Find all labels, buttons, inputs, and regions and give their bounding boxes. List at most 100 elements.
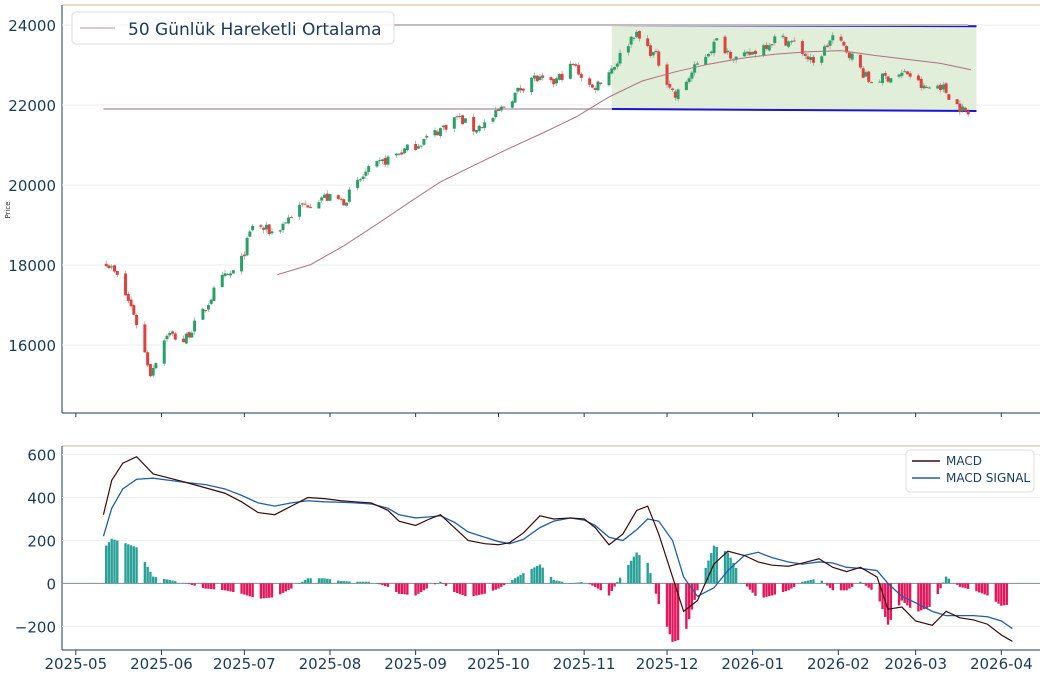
macd-lines	[102, 456, 1013, 642]
histogram-bar-negative	[384, 583, 387, 587]
candle-down	[107, 265, 111, 269]
histogram-bar-positive	[569, 583, 572, 584]
histogram-bar-negative	[790, 583, 793, 589]
histogram-bar-negative	[690, 583, 694, 610]
candle-up	[745, 51, 749, 54]
candle-up	[317, 202, 321, 209]
histogram-bar-positive	[182, 582, 185, 584]
histogram-bar-positive	[151, 576, 155, 584]
histogram-bar-positive	[820, 580, 823, 584]
histogram-bar-negative	[279, 583, 282, 595]
histogram-bar-positive	[580, 582, 583, 584]
candle-down	[963, 107, 967, 111]
histogram-bar-positive	[337, 580, 340, 584]
candle-down	[939, 84, 943, 90]
candle-up	[212, 287, 216, 301]
candle-down	[267, 224, 271, 235]
candle-up	[927, 87, 931, 89]
candle-down	[325, 193, 329, 201]
histogram-bar-positive	[715, 547, 718, 584]
histogram-bar-negative	[243, 583, 246, 595]
candle-down	[521, 88, 525, 91]
x-tick-label: 2025-07	[213, 655, 276, 673]
candle-down	[541, 75, 545, 78]
histogram-bar-negative	[773, 583, 776, 595]
candle-up	[165, 335, 169, 340]
candle-down	[599, 82, 603, 84]
histogram-bar-negative	[997, 583, 1000, 604]
moving-average-path	[277, 50, 972, 276]
candle-up	[284, 222, 288, 224]
candle-up	[494, 110, 498, 118]
histogram-bar-negative	[212, 583, 216, 590]
histogram-bar-negative	[386, 583, 390, 587]
histogram-bar-negative	[850, 583, 854, 587]
candle-down	[657, 51, 661, 66]
x-tick-label: 2026-04	[970, 655, 1033, 673]
candle-up	[474, 129, 478, 133]
histogram-bar-positive	[375, 583, 379, 584]
price-y-tick-label: 18000	[8, 257, 56, 275]
histogram-bar-negative	[419, 583, 423, 593]
candle-up	[298, 204, 302, 217]
histogram-bar-negative	[610, 583, 613, 591]
candle-up	[900, 72, 904, 76]
histogram-bar-positive	[168, 579, 171, 584]
candle-down	[665, 64, 669, 85]
candle-up	[154, 363, 158, 369]
histogram-bar-negative	[232, 583, 235, 593]
histogram-bar-negative	[259, 583, 263, 599]
candle-down	[182, 338, 186, 343]
histogram-bar-positive	[530, 568, 533, 584]
histogram-bar-negative	[994, 583, 997, 602]
price-y-axis-label: Price	[4, 201, 12, 218]
candle-down	[173, 333, 177, 340]
candle-down	[886, 76, 890, 82]
histogram-bar-negative	[422, 583, 426, 591]
histogram-bar-negative	[251, 583, 254, 598]
histogram-bar-negative	[588, 583, 591, 585]
price-legend: 50 Günlük Hareketli Ortalama	[71, 11, 395, 45]
histogram-bar-negative	[864, 583, 868, 586]
candle-up	[226, 273, 230, 275]
histogram-bar-positive	[555, 580, 558, 584]
histogram-bar-negative	[265, 583, 268, 599]
candle-down	[806, 56, 810, 60]
histogram-bar-negative	[594, 583, 597, 587]
histogram-bar-positive	[163, 578, 166, 584]
macd-legend: MACD MACD SIGNAL	[905, 449, 1035, 493]
histogram-bar-positive	[809, 579, 812, 584]
histogram-bar-positive	[171, 580, 174, 584]
candle-up	[693, 64, 697, 73]
macd-signal-legend-label: MACD SIGNAL	[946, 471, 1030, 485]
candle-up	[378, 160, 382, 162]
histogram-bar-negative	[966, 583, 970, 589]
histogram-bar-positive	[618, 577, 622, 584]
histogram-bar-positive	[105, 545, 108, 584]
histogram-bar-positive	[704, 567, 707, 584]
candle-up	[878, 81, 882, 83]
candle-up	[168, 332, 172, 336]
candle-up	[477, 125, 481, 132]
histogram-bar-positive	[535, 565, 539, 584]
candle-down	[588, 78, 592, 85]
histogram-bar-positive	[309, 578, 312, 584]
candle-up	[190, 332, 194, 338]
candle-up	[820, 56, 824, 63]
histogram-bar-negative	[414, 583, 417, 596]
candle-up	[441, 125, 445, 128]
histogram-bar-positive	[339, 581, 343, 584]
candle-up	[367, 166, 371, 172]
histogram-bar-negative	[453, 583, 456, 593]
candle-down	[242, 254, 246, 257]
histogram-bar-positive	[359, 581, 362, 584]
candle-up	[513, 92, 517, 103]
candle-up	[530, 77, 534, 93]
price-legend-box	[71, 11, 395, 45]
histogram-bar-negative	[845, 583, 848, 591]
histogram-bar-positive	[356, 581, 359, 584]
candle-up	[433, 130, 437, 136]
histogram-bar-negative	[444, 583, 448, 586]
candle-up	[206, 305, 210, 310]
